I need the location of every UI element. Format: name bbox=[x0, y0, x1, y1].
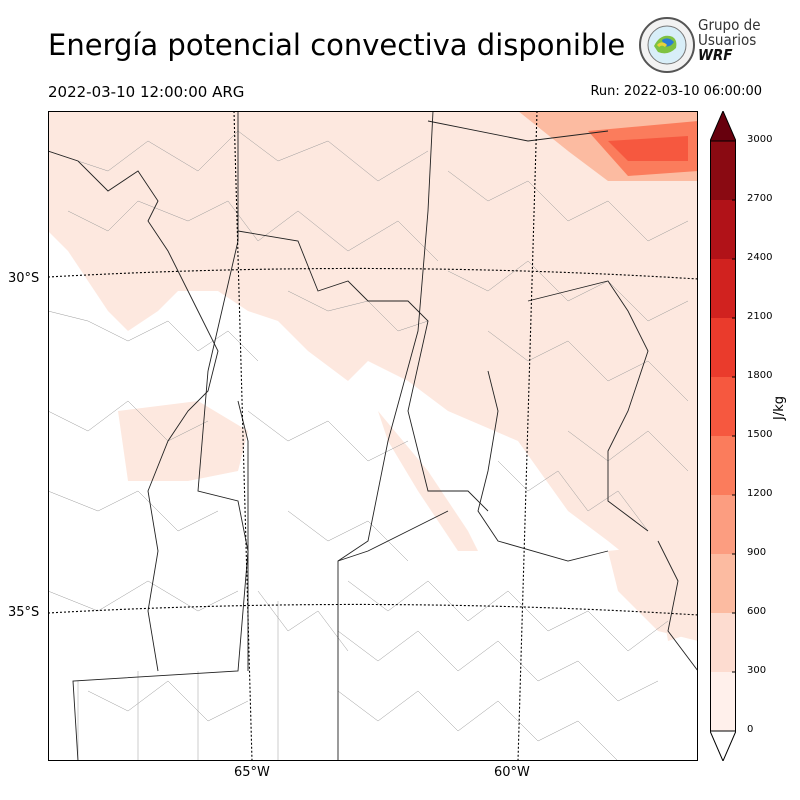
colorbar-tick-label: 0 bbox=[747, 724, 754, 735]
colorbar-band bbox=[710, 259, 736, 318]
colorbar-tick-label: 3000 bbox=[747, 134, 773, 145]
colorbar-tick-label: 600 bbox=[747, 606, 767, 617]
lat-label-30s: 30°S bbox=[8, 271, 40, 286]
valid-time: 2022-03-10 12:00:00 ARG bbox=[48, 83, 245, 101]
colorbar-tick-label: 2100 bbox=[747, 311, 773, 322]
colorbar-extend-max bbox=[710, 111, 736, 142]
colorbar-tick-label: 1200 bbox=[747, 488, 773, 499]
logo-line-3: WRF bbox=[698, 46, 733, 64]
colorbar-tick-label: 300 bbox=[747, 665, 767, 676]
lat-label-35s: 35°S bbox=[8, 605, 40, 620]
colorbar-tick-label: 2400 bbox=[747, 252, 773, 263]
colorbar-band bbox=[710, 436, 736, 495]
logo-line-2: Usuarios bbox=[698, 31, 757, 49]
colorbar-band bbox=[710, 495, 736, 554]
cape-shading bbox=[48, 111, 698, 641]
colorbar bbox=[710, 111, 736, 761]
colorbar-tick-label: 2700 bbox=[747, 193, 773, 204]
colorbar-band bbox=[710, 672, 736, 731]
colorbar-extend-min bbox=[710, 730, 736, 761]
colorbar-band bbox=[710, 141, 736, 200]
province-boundaries bbox=[48, 111, 698, 761]
lon-label-60w: 60°W bbox=[494, 765, 530, 780]
colorbar-band bbox=[710, 318, 736, 377]
grupo-wrf-logo: Grupo de Usuarios WRF bbox=[638, 16, 768, 74]
cape-map bbox=[48, 111, 698, 761]
chart-title: Energía potencial convectiva disponible bbox=[48, 28, 626, 62]
cape-shading-mid bbox=[518, 111, 698, 181]
logo-line-1: Grupo de bbox=[698, 16, 761, 34]
colorbar-band bbox=[710, 200, 736, 259]
graticule bbox=[48, 111, 698, 761]
globe-icon bbox=[639, 17, 695, 73]
colorbar-band bbox=[710, 377, 736, 436]
colorbar-tick-label: 1500 bbox=[747, 429, 773, 440]
colorbar-band bbox=[710, 554, 736, 613]
colorbar-unit-label: J/kg bbox=[772, 396, 787, 420]
run-time: Run: 2022-03-10 06:00:00 bbox=[590, 84, 762, 99]
lon-label-65w: 65°W bbox=[234, 765, 270, 780]
colorbar-tick-label: 1800 bbox=[747, 370, 773, 381]
colorbar-tick-label: 900 bbox=[747, 547, 767, 558]
colorbar-band bbox=[710, 613, 736, 672]
